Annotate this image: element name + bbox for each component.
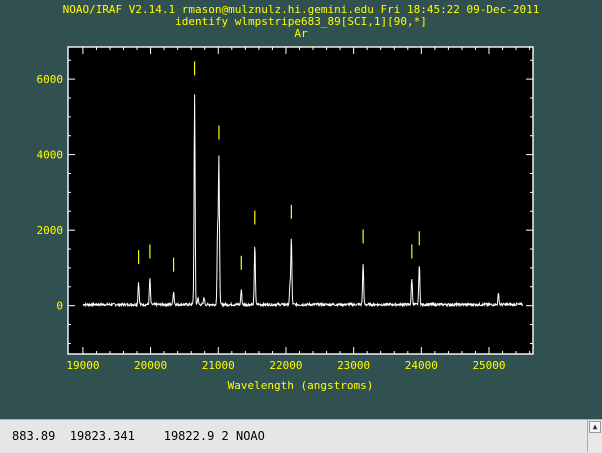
x-axis-label: Wavelength (angstroms)	[228, 379, 374, 392]
y-tick-label: 0	[56, 300, 63, 313]
scrollbar[interactable]: ▲	[587, 420, 602, 452]
triangle-up-icon[interactable]: ▲	[589, 421, 601, 433]
graphics-window[interactable]: NOAO/IRAF V2.14.1 rmason@mulznulz.hi.gem…	[0, 0, 602, 419]
x-tick-label: 23000	[337, 359, 370, 372]
x-tick-label: 20000	[134, 359, 167, 372]
header-label: Ar	[294, 27, 308, 40]
x-tick-label: 19000	[66, 359, 99, 372]
y-tick-label: 6000	[37, 73, 64, 86]
spectrum-line	[82, 94, 524, 308]
status-bar: 883.89 19823.341 19822.9 2 NOAO	[0, 419, 602, 453]
y-tick-label: 4000	[37, 149, 64, 162]
plot-frame	[67, 46, 534, 355]
x-tick-label: 24000	[405, 359, 438, 372]
spectrum-plot[interactable]: 19000 20000 21000 22000 23000 24000 25000 0 2000…	[0, 0, 602, 419]
x-tick-label: 21000	[202, 359, 235, 372]
x-tick-label: 25000	[472, 359, 505, 372]
y-tick-label: 2000	[37, 224, 64, 237]
header-command: identify wlmpstripe683_89[SCI,1][90,*]	[175, 15, 427, 28]
x-tick-label: 22000	[269, 359, 302, 372]
header-title: NOAO/IRAF V2.14.1 rmason@mulznulz.hi.gem…	[62, 3, 540, 16]
status-text: 883.89 19823.341 19822.9 2 NOAO	[12, 429, 265, 443]
